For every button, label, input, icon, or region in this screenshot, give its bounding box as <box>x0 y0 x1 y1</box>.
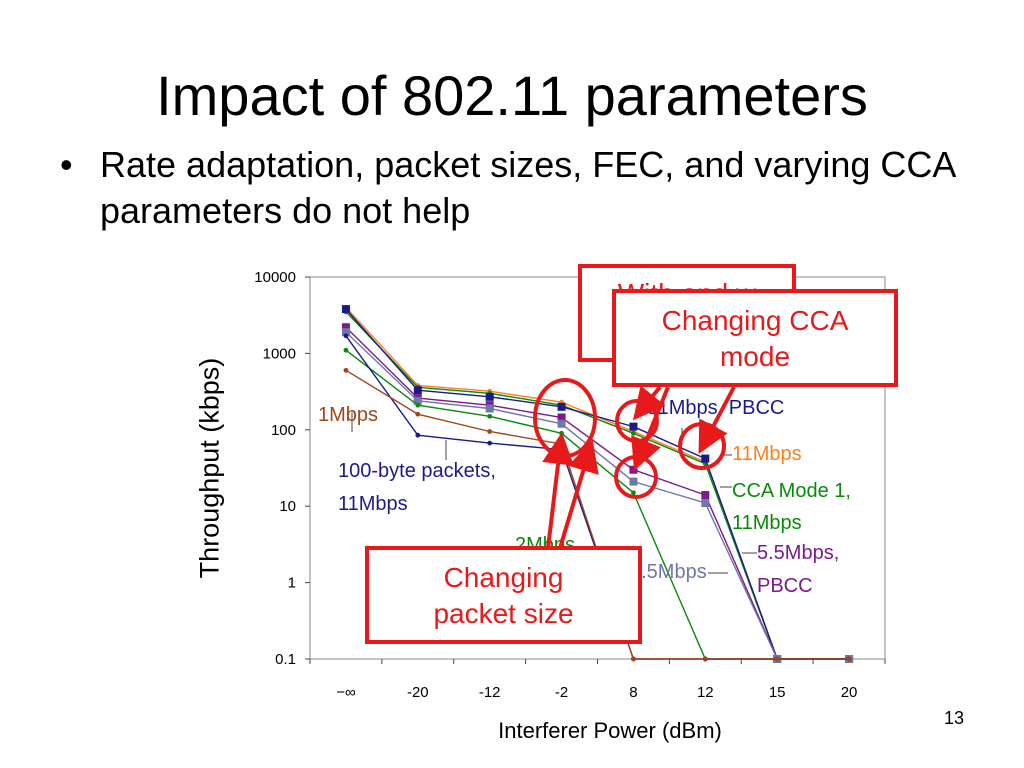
data-point <box>631 430 636 436</box>
annotation-label: 5.5Mbps <box>630 561 707 583</box>
data-point <box>559 441 564 447</box>
callout-cca-mode: Changing CCA mode <box>612 289 898 387</box>
annotation-label: 11Mbps <box>732 512 802 534</box>
data-point <box>701 491 710 500</box>
annotation-label: 100-byte packets, <box>338 460 496 482</box>
x-tick-label: 12 <box>697 684 714 701</box>
series-line <box>345 308 850 660</box>
x-tick-label: -2 <box>555 684 568 701</box>
data-point <box>559 430 564 436</box>
x-tick-label: -12 <box>479 684 501 701</box>
data-point <box>415 402 421 408</box>
data-point <box>701 499 710 508</box>
bullet-dot-icon: • <box>60 144 73 185</box>
annotation-label: 11Mbps, PBCC <box>648 397 784 419</box>
data-point <box>631 656 636 662</box>
data-point <box>341 328 350 337</box>
data-point <box>415 411 421 417</box>
callout-packet-size: Changing packet size <box>365 546 642 644</box>
data-point <box>557 413 566 422</box>
callout-arrow <box>542 432 574 549</box>
x-tick-label: 20 <box>841 684 858 701</box>
data-point <box>341 323 350 332</box>
y-tick-label: 10 <box>279 498 296 515</box>
data-point <box>343 347 349 353</box>
annotation-label: 11Mbps <box>338 493 408 515</box>
page-number: 13 <box>943 708 964 728</box>
annotation-label: 1Mbps <box>318 404 378 426</box>
data-point <box>846 656 852 662</box>
x-axis-title: Interferer Power (dBm) <box>498 718 722 743</box>
y-tick-label: 10000 <box>254 269 296 286</box>
data-point <box>701 454 710 463</box>
y-tick-label: 1000 <box>263 345 296 362</box>
data-point <box>343 333 349 339</box>
data-point <box>629 465 638 474</box>
annotation-label: CCA Mode 1, <box>732 480 851 502</box>
data-point <box>341 305 350 314</box>
data-point <box>413 386 422 395</box>
data-point <box>487 429 493 434</box>
annotation-label: 11Mbps <box>732 443 802 465</box>
callout-packet-size-text: Changing packet size <box>433 562 574 629</box>
x-tick-label: 15 <box>769 684 786 701</box>
data-point <box>413 396 422 405</box>
callout-cca-mode-text: Changing CCA mode <box>661 305 849 372</box>
y-tick-label: 100 <box>271 422 296 439</box>
data-point <box>557 402 566 411</box>
callout-arrow <box>631 386 670 471</box>
x-tick-label: −∞ <box>336 684 356 701</box>
y-axis-title: Throughput (kbps) <box>194 357 225 579</box>
x-tick-label: 8 <box>629 684 637 701</box>
data-point <box>774 656 780 662</box>
annotation-label: 5.5Mbps, <box>757 542 839 564</box>
y-tick-label: 0.1 <box>275 651 296 668</box>
data-point <box>487 413 493 419</box>
bullet-text: Rate adaptation, packet sizes, FEC, and … <box>100 144 955 231</box>
data-point <box>343 367 349 373</box>
data-point <box>485 392 494 401</box>
callout-arrow <box>632 385 666 421</box>
data-point <box>629 477 638 486</box>
y-tick-label: 1 <box>288 575 296 592</box>
x-tick-label: -20 <box>407 684 429 701</box>
data-point <box>485 404 494 413</box>
data-point <box>557 419 566 428</box>
data-point <box>629 422 638 431</box>
data-point <box>415 432 421 438</box>
data-point <box>631 490 636 496</box>
data-point <box>487 440 493 446</box>
callout-arrow <box>698 386 736 455</box>
slide-title: Impact of 802.11 parameters <box>156 64 868 127</box>
highlight-circle <box>614 455 658 499</box>
callout-arrow <box>558 439 599 549</box>
data-point <box>702 656 708 662</box>
annotation-label: PBCC <box>757 575 813 597</box>
